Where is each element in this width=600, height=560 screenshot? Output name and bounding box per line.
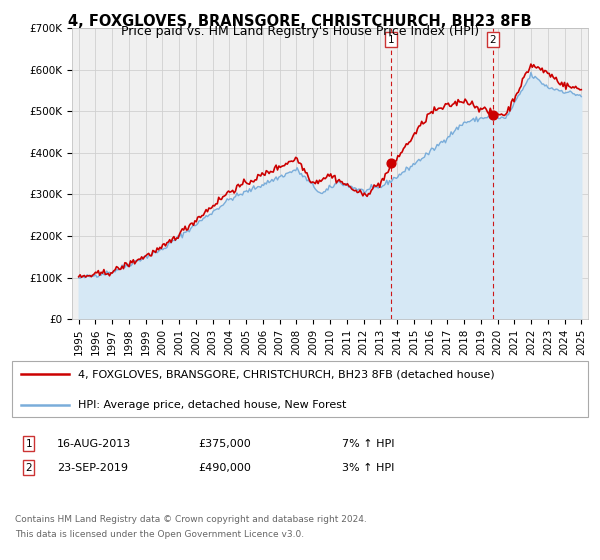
Text: 4, FOXGLOVES, BRANSGORE, CHRISTCHURCH, BH23 8FB (detached house): 4, FOXGLOVES, BRANSGORE, CHRISTCHURCH, B… — [78, 369, 494, 379]
Text: Contains HM Land Registry data © Crown copyright and database right 2024.: Contains HM Land Registry data © Crown c… — [15, 515, 367, 524]
Text: HPI: Average price, detached house, New Forest: HPI: Average price, detached house, New … — [78, 400, 346, 410]
Text: 1: 1 — [388, 35, 394, 45]
Point — [386, 158, 395, 167]
Text: 4, FOXGLOVES, BRANSGORE, CHRISTCHURCH, BH23 8FB: 4, FOXGLOVES, BRANSGORE, CHRISTCHURCH, B… — [68, 14, 532, 29]
Text: 2: 2 — [490, 35, 496, 45]
Text: 7% ↑ HPI: 7% ↑ HPI — [342, 438, 395, 449]
Text: Price paid vs. HM Land Registry's House Price Index (HPI): Price paid vs. HM Land Registry's House … — [121, 25, 479, 38]
Text: £490,000: £490,000 — [198, 463, 251, 473]
Point — [488, 111, 498, 120]
Text: This data is licensed under the Open Government Licence v3.0.: This data is licensed under the Open Gov… — [15, 530, 304, 539]
Text: 2: 2 — [25, 463, 32, 473]
Text: 16-AUG-2013: 16-AUG-2013 — [57, 438, 131, 449]
Text: 3% ↑ HPI: 3% ↑ HPI — [342, 463, 394, 473]
Text: 23-SEP-2019: 23-SEP-2019 — [57, 463, 128, 473]
Text: £375,000: £375,000 — [198, 438, 251, 449]
Text: 1: 1 — [25, 438, 32, 449]
